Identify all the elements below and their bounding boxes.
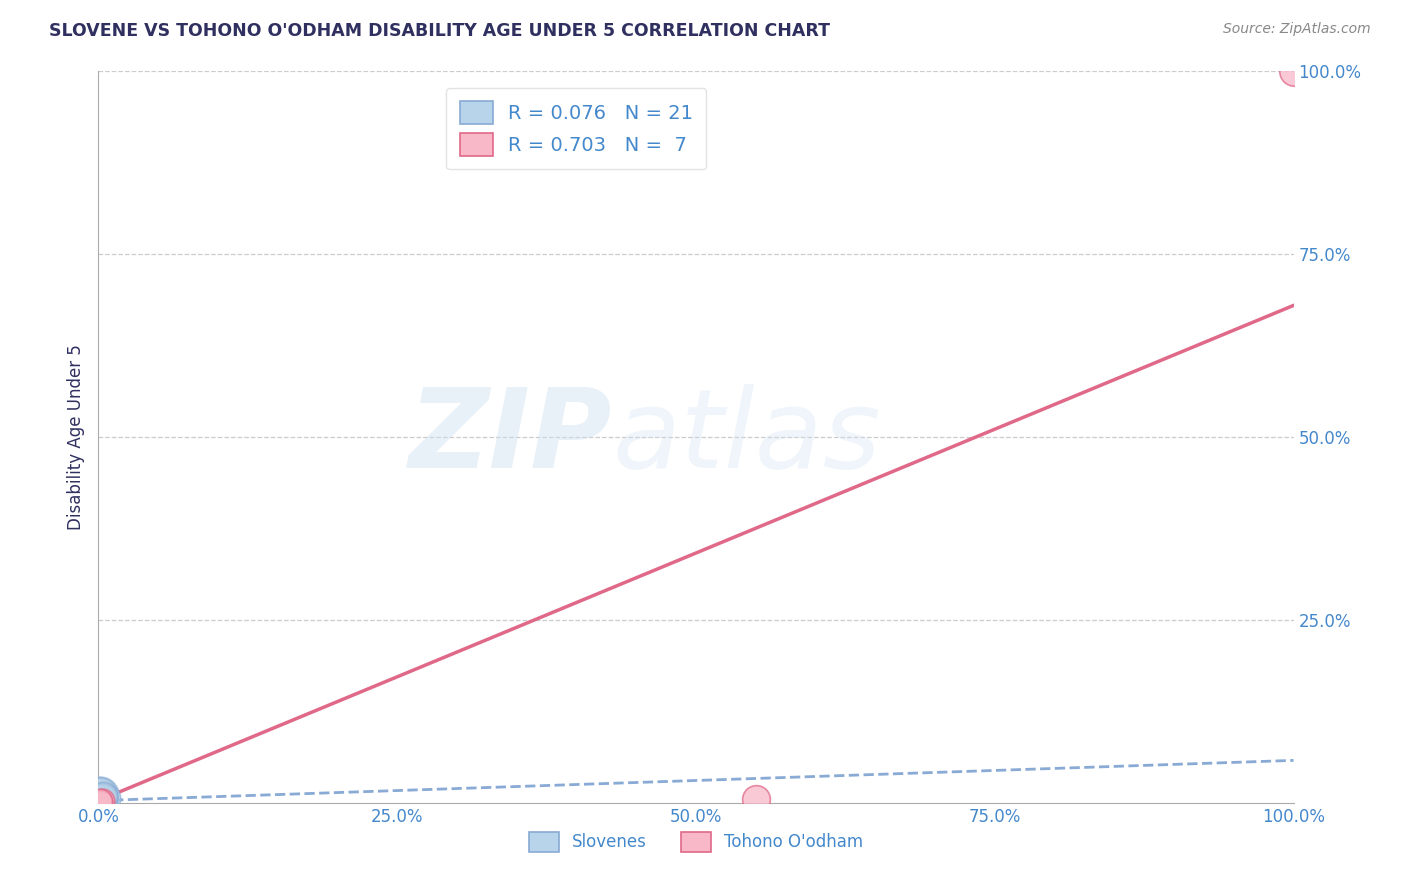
Point [90, 793, 112, 807]
Point [89, 789, 111, 803]
Text: ZIP: ZIP [409, 384, 613, 491]
Point [91, 794, 114, 808]
Text: SLOVENE VS TOHONO O'ODHAM DISABILITY AGE UNDER 5 CORRELATION CHART: SLOVENE VS TOHONO O'ODHAM DISABILITY AGE… [49, 22, 830, 40]
Point [90, 795, 112, 809]
Point [89, 794, 111, 808]
Legend: Slovenes, Tohono O'odham: Slovenes, Tohono O'odham [520, 823, 872, 860]
Point [89, 789, 111, 804]
Point [91, 790, 114, 805]
Point [90, 795, 112, 809]
Point [89, 787, 111, 801]
Point [91, 794, 114, 808]
Point [91, 792, 114, 806]
Point [91, 794, 114, 808]
Point [89, 794, 111, 808]
Point [90, 793, 112, 807]
Point [93, 795, 115, 809]
Point [91, 792, 114, 806]
Y-axis label: Disability Age Under 5: Disability Age Under 5 [66, 344, 84, 530]
Point [90, 791, 112, 805]
Point [91, 794, 114, 808]
Point [90, 794, 112, 808]
Point [89, 796, 111, 810]
Point [1282, 64, 1305, 78]
Text: atlas: atlas [613, 384, 882, 491]
Point [745, 792, 768, 806]
Point [89, 794, 111, 808]
Point [90, 795, 112, 809]
Point [93, 795, 115, 809]
Point [94, 791, 117, 805]
Point [91, 789, 114, 804]
Text: Source: ZipAtlas.com: Source: ZipAtlas.com [1223, 22, 1371, 37]
Point [89, 794, 111, 808]
